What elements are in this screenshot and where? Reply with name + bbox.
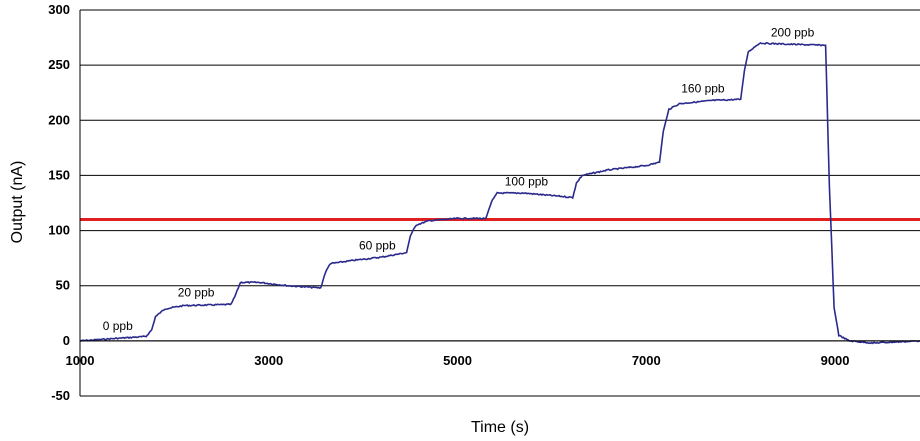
y-tick-label: 0 <box>63 333 70 348</box>
x-tick-label: 9000 <box>821 353 850 368</box>
axes <box>79 10 920 396</box>
x-tick-label: 7000 <box>632 353 661 368</box>
y-tick-label: 300 <box>48 2 70 17</box>
x-axis-title: Time (s) <box>471 419 529 436</box>
y-tick-label: 250 <box>48 57 70 72</box>
series-line <box>79 41 920 345</box>
grid-lines <box>80 9 920 397</box>
concentration-label: 160 ppb <box>681 82 725 96</box>
y-tick-label: 50 <box>56 278 70 293</box>
x-tick-label: 5000 <box>443 353 472 368</box>
y-tick-label: 100 <box>48 223 70 238</box>
y-tick-labels: 300 250 200 150 100 50 0 -50 <box>48 2 70 403</box>
x-tick-label: 3000 <box>254 353 283 368</box>
concentration-label: 100 ppb <box>505 174 549 188</box>
x-tick-labels: 1000 3000 5000 7000 9000 <box>66 353 850 368</box>
series-lines <box>79 41 920 345</box>
concentration-label: 0 ppb <box>103 319 133 333</box>
y-axis-title: Output (nA) <box>9 161 26 244</box>
concentration-label: 20 ppb <box>178 286 215 300</box>
x-tick-label: 1000 <box>66 353 95 368</box>
y-tick-label: -50 <box>51 388 70 403</box>
y-tick-label: 200 <box>48 112 70 127</box>
concentration-label: 60 ppb <box>359 238 396 252</box>
y-tick-label: 150 <box>48 167 70 182</box>
concentration-label: 200 ppb <box>771 25 815 39</box>
annotations: 0 ppb 20 ppb 60 ppb 100 ppb 160 ppb 200 ppb <box>103 25 815 332</box>
